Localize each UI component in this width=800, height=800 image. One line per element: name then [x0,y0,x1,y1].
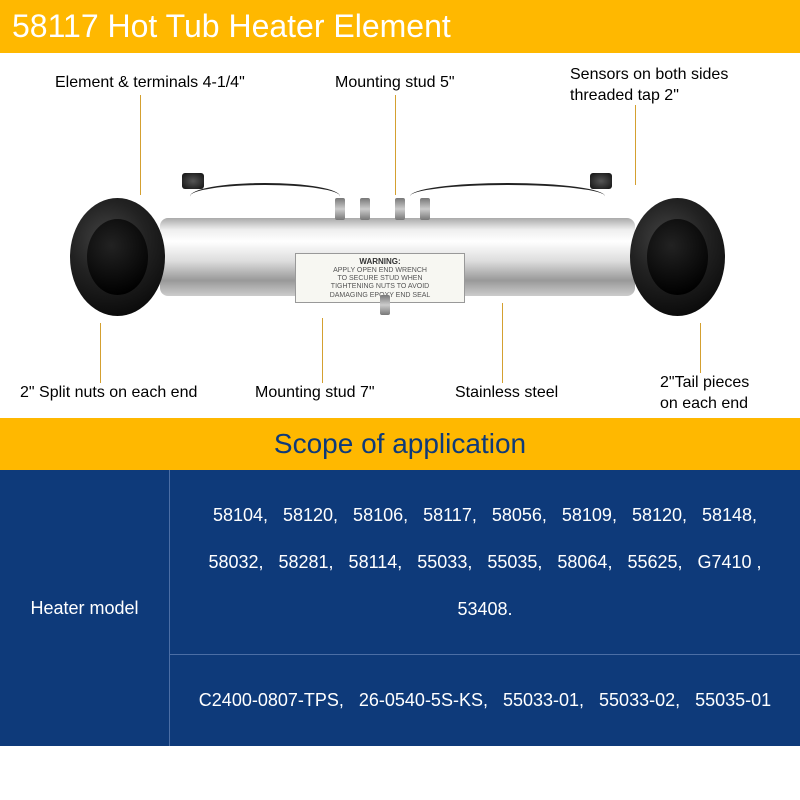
split-nut-left [70,198,165,316]
callout-text: on each end [660,395,748,412]
scope-header: Scope of application [0,418,800,470]
sensor-left [182,173,204,189]
callout-line [322,318,323,383]
heater-model-table: Heater model 58104, 58120, 58106, 58117,… [0,470,800,746]
scope-title: Scope of application [0,428,800,460]
callout-text: Sensors on both sides [570,66,728,83]
callout-stud5: Mounting stud 5" [335,73,455,94]
table-label: Heater model [30,598,138,619]
callout-line [635,105,636,185]
terminal-stud [360,198,370,220]
sensor-wire [190,183,340,199]
terminal-stud [420,198,430,220]
callout-terminals: Element & terminals 4-1/4" [55,73,245,94]
callout-stud7: Mounting stud 7" [255,383,375,404]
product-illustration: WARNING: APPLY OPEN END WRENCH TO SECURE… [70,183,725,333]
page-title: 58117 Hot Tub Heater Element [12,8,788,45]
callout-sensors: Sensors on both sides threaded tap 2" [570,65,728,107]
table-body: 58104, 58120, 58106, 58117, 58056, 58109… [170,470,800,746]
mounting-stud-top [395,198,405,220]
split-nut-right [630,198,725,316]
table-label-column: Heater model [0,470,170,746]
warning-text: TIGHTENING NUTS TO AVOID [302,283,458,291]
callout-stainless: Stainless steel [455,383,558,404]
warning-title: WARNING: [302,257,458,267]
warning-text: APPLY OPEN END WRENCH [302,267,458,275]
callout-line [140,95,141,195]
table-row: 58104, 58120, 58106, 58117, 58056, 58109… [170,470,800,654]
callout-split-nuts: 2" Split nuts on each end [20,383,197,404]
callout-line [502,303,503,383]
callout-text: 2"Tail pieces [660,374,749,391]
sensor-right [590,173,612,189]
callout-line [100,323,101,383]
header-bar: 58117 Hot Tub Heater Element [0,0,800,53]
terminal-stud [335,198,345,220]
sensor-wire [410,183,605,199]
table-row: C2400-0807-TPS, 26-0540-5S-KS, 55033-01,… [170,655,800,746]
warning-text: TO SECURE STUD WHEN [302,275,458,283]
callout-text: threaded tap 2" [570,87,679,104]
mounting-stud-bottom [380,295,390,315]
product-diagram: Element & terminals 4-1/4" Mounting stud… [0,53,800,418]
callout-tailpiece: 2"Tail pieces on each end [660,373,749,415]
callout-line [395,95,396,195]
callout-line [700,323,701,373]
